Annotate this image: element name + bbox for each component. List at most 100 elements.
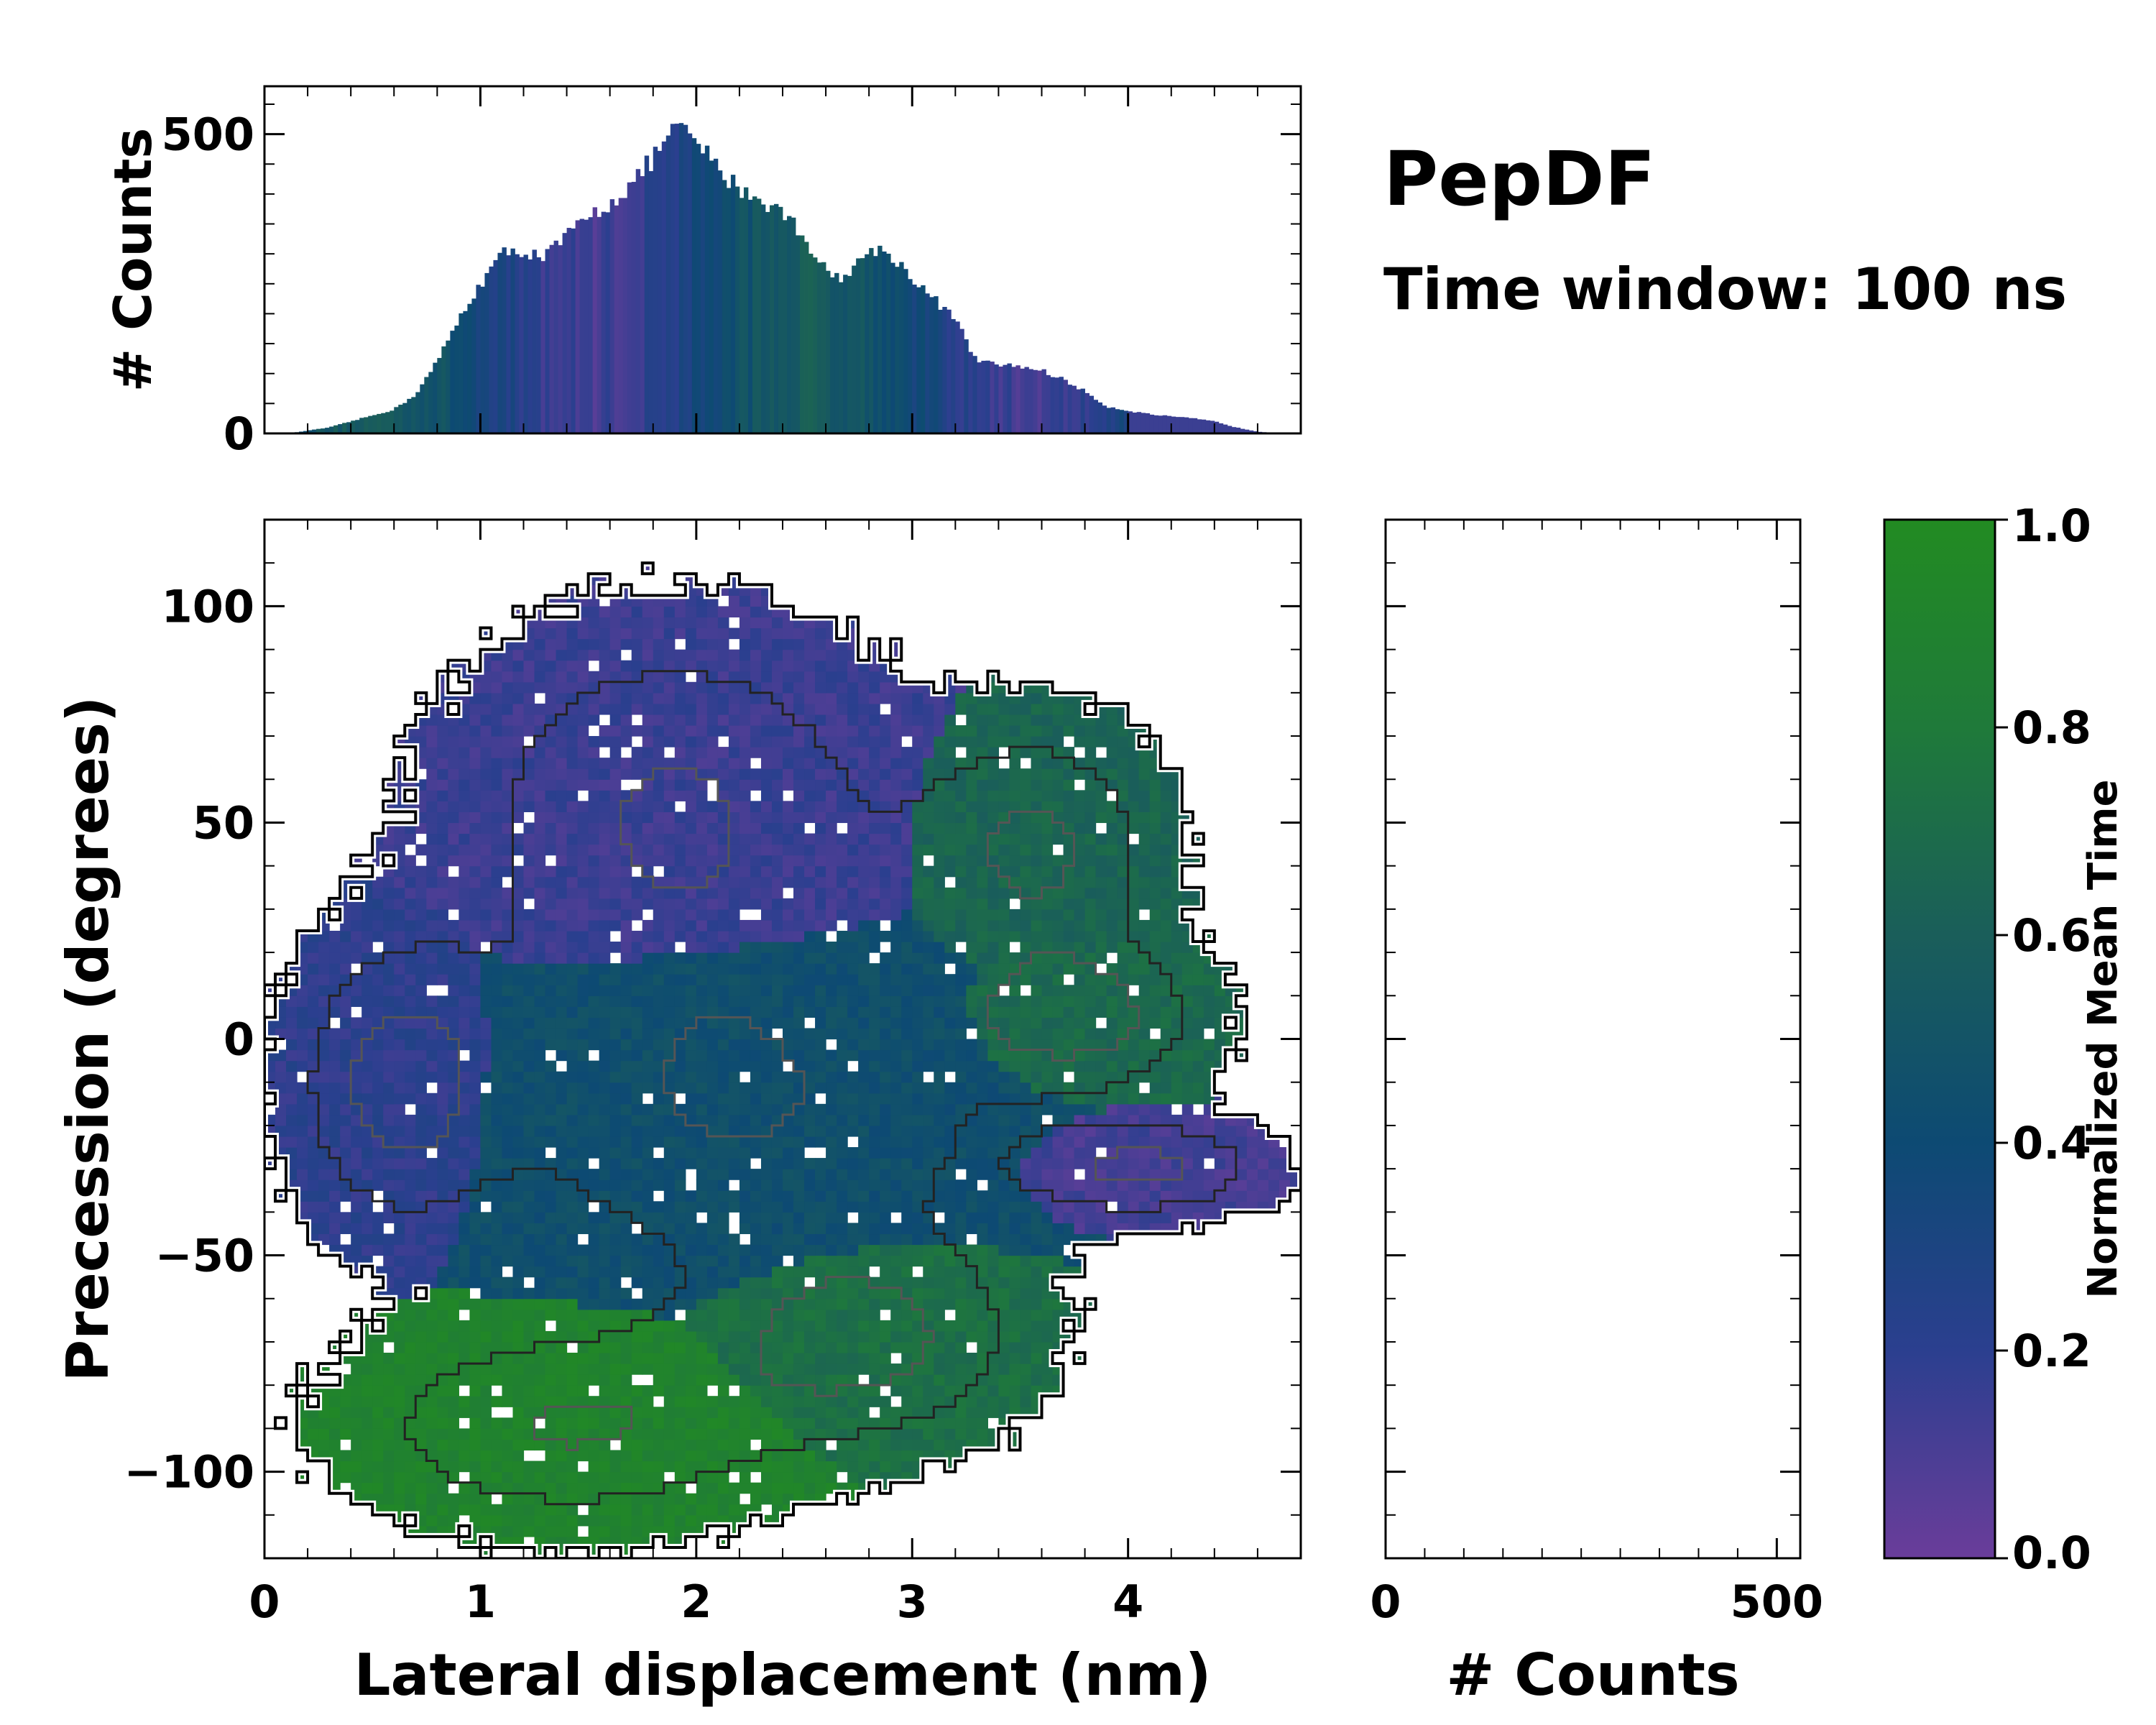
- heatmap-cell: [966, 1082, 977, 1094]
- heatmap-cell: [405, 1493, 416, 1505]
- heatmap-cell: [340, 1147, 351, 1159]
- heatmap-cell: [987, 995, 1000, 1007]
- heatmap-cell: [286, 1039, 298, 1051]
- heatmap-cell: [987, 1363, 1000, 1375]
- heatmap-cell: [760, 1363, 773, 1375]
- top-histogram-bar: [588, 217, 594, 433]
- heatmap-cell: [923, 995, 934, 1007]
- heatmap-cell: [1128, 1169, 1140, 1180]
- heatmap-cell: [588, 1212, 600, 1223]
- heatmap-cell: [728, 855, 740, 867]
- heatmap-cell: [1052, 1136, 1064, 1148]
- heatmap-cell: [599, 1223, 611, 1235]
- heatmap-cell: [706, 1353, 719, 1364]
- heatmap-cell: [620, 1060, 632, 1072]
- heatmap-cell: [706, 1493, 719, 1505]
- heatmap-cell: [372, 1071, 384, 1083]
- heatmap-cell: [1020, 1330, 1032, 1343]
- heatmap-cell: [728, 952, 740, 964]
- heatmap-cell: [1171, 1125, 1183, 1137]
- heatmap-cell: [934, 887, 945, 899]
- heatmap-cell: [987, 1330, 1000, 1343]
- heatmap-cell: [1117, 1212, 1129, 1223]
- heatmap-cell: [858, 1298, 870, 1310]
- heatmap-cell: [923, 1006, 934, 1018]
- heatmap-cell: [512, 876, 525, 888]
- heatmap-cell: [998, 1363, 1010, 1375]
- heatmap-cell: [977, 1039, 988, 1051]
- heatmap-cell: [469, 1320, 482, 1332]
- heatmap-cell: [793, 1147, 805, 1159]
- heatmap-cell: [815, 1169, 826, 1180]
- heatmap-cell: [706, 1439, 719, 1451]
- heatmap-cell: [588, 1298, 600, 1310]
- heatmap-cell: [750, 1028, 762, 1040]
- heatmap-cell: [609, 1353, 622, 1364]
- heatmap-cell: [653, 1439, 665, 1451]
- heatmap-cell: [394, 1417, 405, 1429]
- heatmap-cell: [815, 1190, 826, 1202]
- heatmap-cell: [717, 1125, 729, 1137]
- heatmap-cell: [1171, 995, 1183, 1007]
- heatmap-cell: [426, 942, 438, 953]
- heatmap-cell: [837, 1114, 848, 1126]
- heatmap-cell: [739, 1103, 751, 1116]
- heatmap-cell: [566, 1525, 579, 1537]
- heatmap-cell: [308, 952, 319, 964]
- heatmap-cell: [415, 919, 427, 932]
- heatmap-cell: [869, 1298, 880, 1310]
- heatmap-cell: [566, 995, 579, 1007]
- heatmap-cell: [609, 1147, 622, 1159]
- heatmap-cell: [405, 1169, 416, 1180]
- heatmap-cell: [523, 1396, 535, 1407]
- top-histogram-bar: [839, 282, 844, 433]
- heatmap-cell: [437, 1071, 448, 1083]
- heatmap-cell: [728, 1060, 740, 1072]
- heatmap-cell: [620, 995, 632, 1007]
- heatmap-cell: [1031, 865, 1043, 878]
- heatmap-cell: [760, 1407, 773, 1418]
- heatmap-cell: [534, 1201, 546, 1213]
- heatmap-cell: [760, 844, 773, 856]
- heatmap-cell: [728, 1028, 740, 1040]
- heatmap-cell: [1063, 1169, 1075, 1180]
- heatmap-cell: [793, 1212, 805, 1223]
- heatmap-cell: [815, 1201, 826, 1213]
- heatmap-cell: [502, 930, 514, 942]
- heatmap-cell: [880, 1158, 891, 1169]
- heatmap-cell: [793, 1320, 805, 1332]
- heatmap-cell: [620, 1417, 632, 1429]
- heatmap-cell: [674, 1125, 686, 1137]
- heatmap-cell: [1149, 1071, 1161, 1083]
- heatmap-cell: [869, 1006, 880, 1018]
- heatmap-cell: [977, 1082, 988, 1094]
- heatmap-cell: [415, 1147, 427, 1159]
- heatmap-cell: [1041, 1103, 1054, 1116]
- heatmap-cell: [923, 1114, 934, 1126]
- heatmap-cell: [674, 1114, 686, 1126]
- heatmap-cell: [448, 1504, 459, 1516]
- heatmap-cell: [448, 1417, 459, 1429]
- heatmap-cell: [739, 1169, 751, 1180]
- heatmap-cell: [912, 1125, 923, 1137]
- heatmap-cell: [804, 844, 816, 856]
- heatmap-cell: [372, 1125, 384, 1137]
- heatmap-cell: [599, 919, 611, 932]
- heatmap-cell: [599, 1190, 611, 1202]
- top-histogram-bar: [826, 270, 831, 433]
- heatmap-cell: [663, 1223, 676, 1235]
- heatmap-cell: [739, 942, 751, 953]
- heatmap-cell: [977, 1396, 988, 1407]
- heatmap-cell: [437, 876, 448, 888]
- heatmap-cell: [944, 930, 956, 942]
- heatmap-cell: [1138, 1201, 1151, 1213]
- heatmap-cell: [545, 1114, 557, 1126]
- heatmap-cell: [760, 1385, 773, 1397]
- heatmap-cell: [545, 1212, 557, 1223]
- heatmap-cell: [858, 1233, 870, 1246]
- heatmap-cell: [804, 1125, 816, 1137]
- heatmap-cell: [663, 1374, 676, 1386]
- heatmap-cell: [977, 1266, 988, 1278]
- heatmap-cell: [944, 952, 956, 964]
- heatmap-cell: [858, 1017, 870, 1029]
